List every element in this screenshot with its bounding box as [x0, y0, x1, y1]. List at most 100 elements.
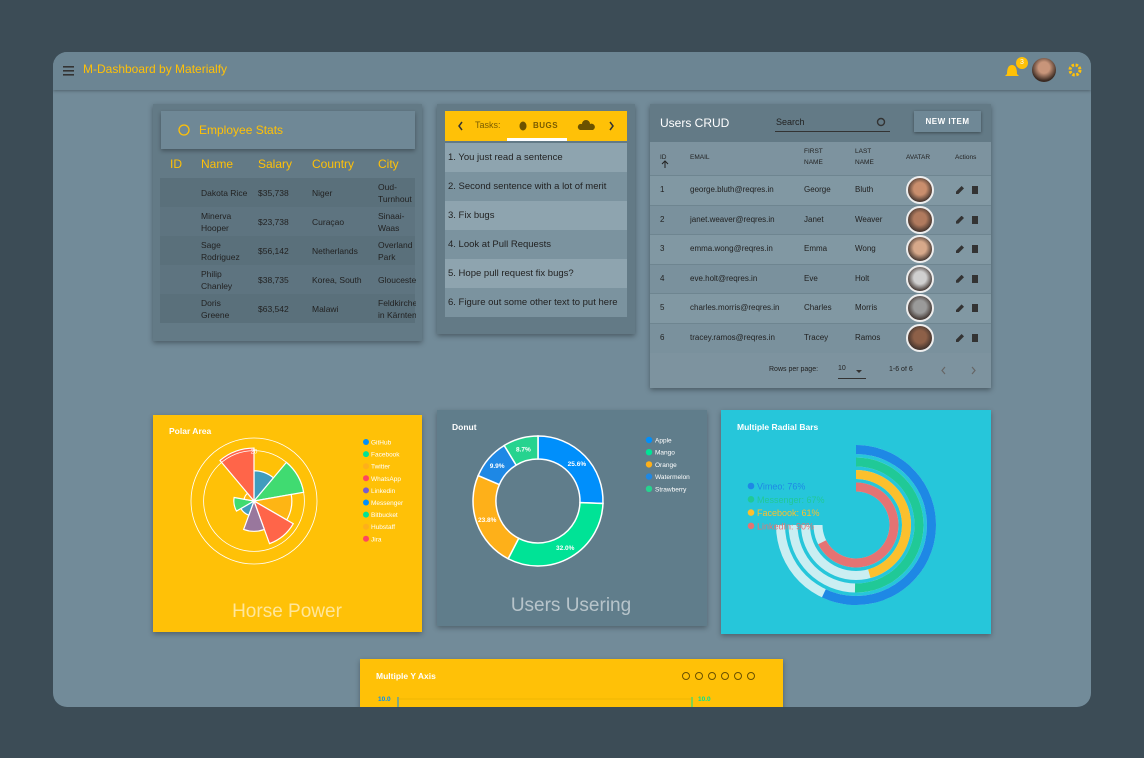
table-cell: Netherlands — [312, 245, 358, 256]
table-row — [650, 293, 991, 323]
toolbar-button — [708, 672, 716, 680]
legend-marker — [363, 439, 369, 445]
employee-card-header — [161, 111, 415, 149]
table-cell: Morris — [855, 303, 878, 313]
tasks-tabs[interactable] — [445, 111, 627, 141]
table-row — [160, 207, 415, 236]
chart-title: Donut — [452, 422, 477, 432]
table-cell: $35,738 — [258, 187, 289, 198]
task-text: 5. Hope pull request fix bugs? — [448, 268, 574, 279]
legend-label: Strawberry — [655, 486, 687, 493]
legend-marker — [645, 436, 653, 444]
rows-per-page-label: Rows per page: — [769, 366, 819, 373]
user-avatar — [906, 205, 934, 234]
table-cell: janet.weaver@reqres.in — [690, 214, 775, 224]
table-cell: Wong — [855, 244, 876, 254]
table-cell: Curaçao — [312, 216, 345, 227]
table-cell: Overland Park — [378, 239, 413, 263]
legend-marker — [645, 449, 653, 456]
tab-label[interactable]: BUGS — [533, 121, 559, 130]
legend-marker — [363, 451, 369, 458]
polar-slice — [242, 499, 266, 532]
settings-icon — [1068, 63, 1082, 77]
table-cell: tracey.ramos@reqres.in — [690, 333, 775, 342]
toolbar-button — [695, 672, 703, 680]
legend-marker — [363, 463, 369, 470]
column-header: Country — [312, 157, 355, 171]
edit-button[interactable] — [956, 304, 964, 313]
table-cell: $23,738 — [258, 216, 289, 227]
toolbar-button — [721, 672, 729, 680]
legend-label: Facebook — [371, 452, 400, 459]
menu-icon — [63, 66, 74, 68]
legend-marker — [747, 496, 755, 503]
legend-marker — [747, 522, 755, 530]
delete-button[interactable] — [972, 274, 978, 283]
next-page — [971, 366, 976, 375]
grid-ring — [190, 437, 318, 565]
table-cell: Doris Greene — [201, 297, 230, 321]
y2-tick-label: 10.0 — [698, 696, 711, 703]
sort-icon — [661, 160, 669, 168]
chevron-left — [458, 121, 463, 131]
legend-label: Messenger — [371, 500, 404, 507]
table-row — [160, 236, 415, 265]
table-cell: George — [804, 185, 831, 194]
table-cell: charles.morris@reqres.in — [690, 303, 780, 313]
edit-button[interactable] — [956, 334, 964, 342]
table-row — [160, 178, 415, 207]
table-cell: Janet — [804, 214, 824, 224]
table-cell: Weaver — [855, 214, 883, 224]
table-cell: Tracey — [804, 333, 829, 342]
data-label: 25.6% — [568, 461, 587, 468]
legend-label: LinkedIn: 90% — [757, 521, 814, 531]
search-field[interactable] — [775, 112, 890, 132]
task-row — [445, 143, 627, 172]
delete-button[interactable] — [972, 186, 978, 194]
table-cell: Charles — [804, 303, 832, 313]
delete-button[interactable] — [972, 215, 978, 224]
table-cell: Oud-Turnhout — [378, 181, 412, 205]
legend-label: Mango — [655, 450, 675, 457]
task-text: 6. Figure out some other text to put her… — [448, 297, 618, 308]
column-header: Name — [201, 157, 234, 171]
edit-button[interactable] — [956, 274, 964, 283]
new-item-button[interactable]: NEW ITEM — [914, 111, 981, 132]
chart-title: Multiple Radial Bars — [737, 422, 819, 432]
table-cell: Philip Chanley — [201, 268, 233, 292]
cloud-icon — [577, 120, 595, 130]
avatar[interactable] — [1032, 58, 1056, 82]
table-row — [650, 234, 991, 264]
task-row — [445, 201, 627, 230]
edit-button[interactable] — [956, 186, 964, 194]
user-avatar — [906, 324, 934, 352]
table-cell: 6 — [660, 333, 665, 342]
column-header: FIRST NAME — [804, 148, 823, 166]
delete-button[interactable] — [972, 304, 978, 313]
task-row — [445, 288, 627, 317]
tab-indicator — [507, 138, 567, 141]
info-icon — [178, 124, 190, 136]
legend-label: Watermelon — [655, 474, 690, 481]
chevron-right — [609, 121, 614, 131]
legend-marker — [363, 523, 369, 530]
table-row — [650, 323, 991, 353]
delete-button[interactable] — [972, 245, 978, 254]
user-avatar — [906, 294, 934, 323]
polar-slice — [233, 496, 256, 512]
edit-button[interactable] — [956, 245, 964, 254]
legend-label: Bitbucket — [371, 512, 398, 519]
legend-label: Apple — [655, 438, 672, 445]
edit-button[interactable] — [956, 215, 964, 224]
legend-label: Hubstaff — [371, 524, 395, 531]
table-row — [160, 294, 415, 323]
legend-marker — [645, 473, 653, 480]
rows-per-page-select[interactable]: 10 — [838, 365, 866, 379]
column-header: ID — [170, 157, 182, 171]
app-title: M-Dashboard by Materialfy — [83, 62, 228, 76]
toolbar-button — [682, 672, 690, 680]
table-row — [160, 265, 415, 294]
delete-button[interactable] — [972, 334, 978, 342]
